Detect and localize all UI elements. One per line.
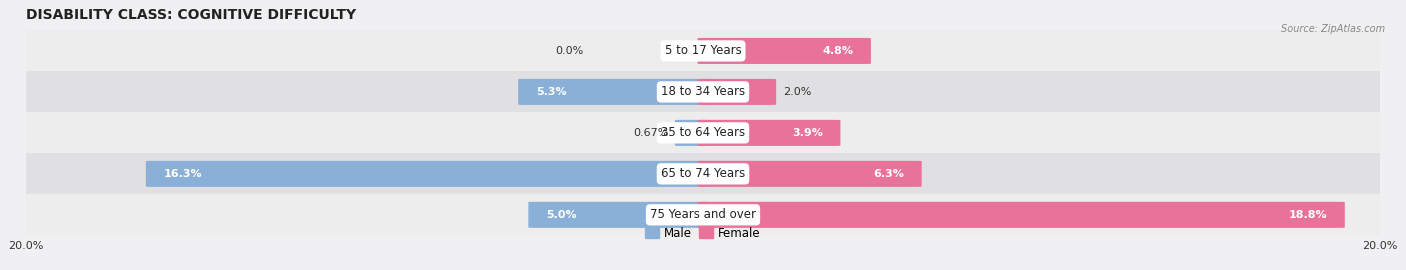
Bar — [27, 31, 1379, 72]
Text: DISABILITY CLASS: COGNITIVE DIFFICULTY: DISABILITY CLASS: COGNITIVE DIFFICULTY — [27, 8, 356, 22]
Text: 5 to 17 Years: 5 to 17 Years — [665, 45, 741, 58]
FancyBboxPatch shape — [697, 202, 1344, 228]
Legend: Male, Female: Male, Female — [645, 227, 761, 240]
FancyBboxPatch shape — [697, 38, 870, 64]
Bar — [27, 194, 1379, 235]
Text: 16.3%: 16.3% — [163, 169, 202, 179]
FancyBboxPatch shape — [675, 120, 709, 146]
FancyBboxPatch shape — [697, 79, 776, 105]
FancyBboxPatch shape — [697, 161, 922, 187]
Text: 0.67%: 0.67% — [633, 128, 668, 138]
FancyBboxPatch shape — [519, 79, 709, 105]
FancyBboxPatch shape — [529, 202, 709, 228]
Bar — [27, 72, 1379, 112]
Text: 4.8%: 4.8% — [823, 46, 853, 56]
Text: 3.9%: 3.9% — [792, 128, 823, 138]
Text: 5.3%: 5.3% — [536, 87, 567, 97]
Bar — [27, 112, 1379, 153]
Text: 18 to 34 Years: 18 to 34 Years — [661, 85, 745, 98]
Text: 6.3%: 6.3% — [873, 169, 904, 179]
Text: Source: ZipAtlas.com: Source: ZipAtlas.com — [1281, 24, 1385, 34]
Bar — [27, 153, 1379, 194]
FancyBboxPatch shape — [146, 161, 709, 187]
FancyBboxPatch shape — [697, 120, 841, 146]
Text: 18.8%: 18.8% — [1288, 210, 1327, 220]
Text: 5.0%: 5.0% — [546, 210, 576, 220]
Text: 2.0%: 2.0% — [783, 87, 811, 97]
Text: 35 to 64 Years: 35 to 64 Years — [661, 126, 745, 139]
Text: 65 to 74 Years: 65 to 74 Years — [661, 167, 745, 180]
Text: 0.0%: 0.0% — [555, 46, 583, 56]
Text: 75 Years and over: 75 Years and over — [650, 208, 756, 221]
